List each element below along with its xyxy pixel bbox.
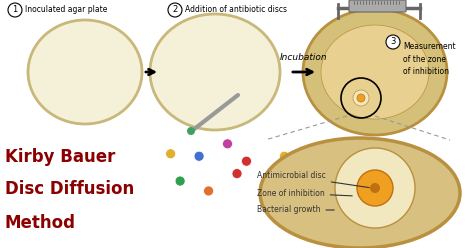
Circle shape bbox=[8, 3, 22, 17]
Text: Measurement
of the zone
of inhibition: Measurement of the zone of inhibition bbox=[403, 42, 456, 76]
Circle shape bbox=[312, 144, 323, 154]
Text: Inoculated agar plate: Inoculated agar plate bbox=[25, 5, 108, 14]
Text: 1: 1 bbox=[12, 5, 18, 14]
Ellipse shape bbox=[303, 9, 447, 135]
Circle shape bbox=[353, 90, 369, 106]
Circle shape bbox=[370, 183, 380, 193]
Ellipse shape bbox=[321, 25, 429, 119]
Ellipse shape bbox=[260, 138, 460, 248]
Circle shape bbox=[386, 35, 400, 49]
Circle shape bbox=[168, 3, 182, 17]
Circle shape bbox=[175, 176, 185, 186]
Circle shape bbox=[232, 169, 242, 179]
Text: Incubation: Incubation bbox=[280, 53, 328, 62]
Text: Kirby Bauer: Kirby Bauer bbox=[5, 148, 115, 166]
Circle shape bbox=[203, 186, 214, 196]
Text: Zone of inhibition: Zone of inhibition bbox=[257, 188, 352, 197]
Text: Bacterial growth: Bacterial growth bbox=[257, 206, 334, 215]
Text: Disc Diffusion: Disc Diffusion bbox=[5, 180, 134, 198]
Circle shape bbox=[187, 127, 195, 135]
Circle shape bbox=[357, 170, 393, 206]
Text: Method: Method bbox=[5, 214, 76, 232]
Circle shape bbox=[165, 149, 176, 159]
Circle shape bbox=[194, 151, 204, 161]
Ellipse shape bbox=[150, 14, 280, 130]
Circle shape bbox=[357, 94, 365, 102]
Circle shape bbox=[241, 156, 252, 166]
Text: 2: 2 bbox=[173, 5, 178, 14]
Text: 3: 3 bbox=[390, 37, 396, 47]
Circle shape bbox=[346, 139, 356, 149]
Text: Addition of antibiotic discs: Addition of antibiotic discs bbox=[185, 5, 287, 14]
Circle shape bbox=[222, 139, 233, 149]
Circle shape bbox=[289, 176, 299, 186]
Circle shape bbox=[279, 151, 290, 161]
FancyBboxPatch shape bbox=[349, 0, 406, 12]
Ellipse shape bbox=[28, 20, 142, 124]
Circle shape bbox=[312, 188, 323, 198]
Circle shape bbox=[336, 176, 346, 186]
Circle shape bbox=[341, 156, 351, 166]
Circle shape bbox=[335, 148, 415, 228]
Text: Antimicrobial disc: Antimicrobial disc bbox=[257, 172, 369, 187]
